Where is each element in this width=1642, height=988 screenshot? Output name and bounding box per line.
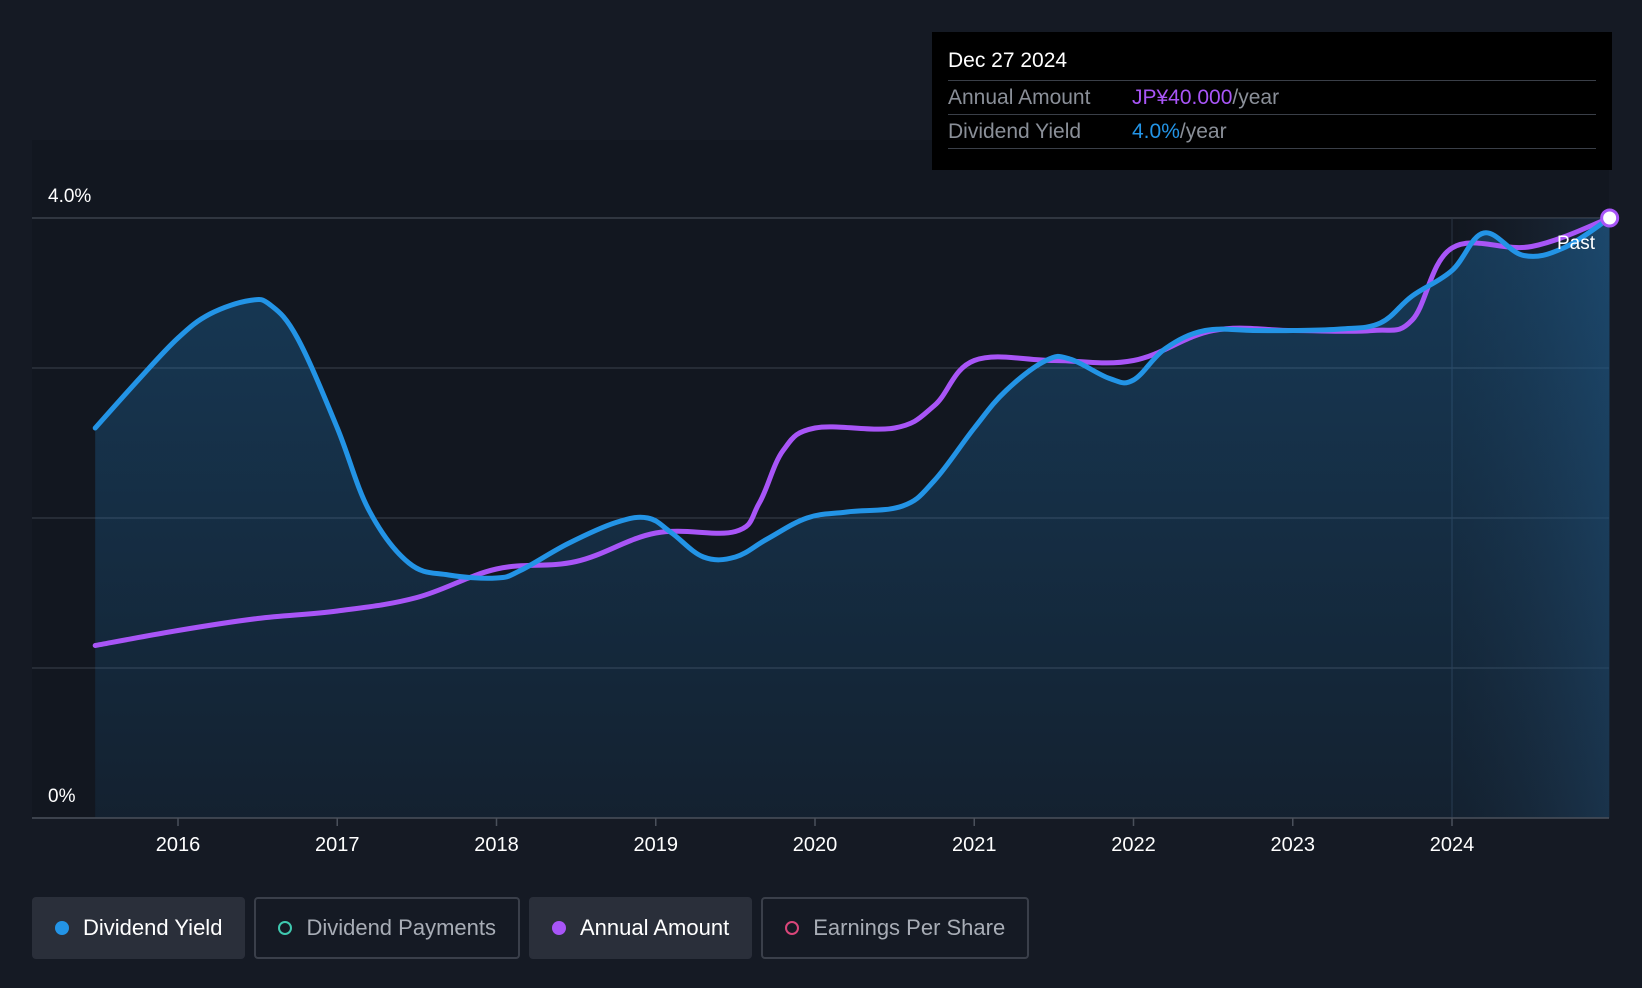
tooltip-yield-value: 4.0% bbox=[1132, 120, 1180, 143]
label-layer: 2016 2017 2018 2019 2020 2021 2022 2023 2024 4.0%… bbox=[48, 186, 1596, 856]
endpoint-marker bbox=[1600, 208, 1620, 228]
tooltip-yield-label: Dividend Yield bbox=[948, 120, 1082, 143]
x-tick-label-2018: 2018 bbox=[474, 834, 519, 856]
x-tick-label-2017: 2017 bbox=[315, 834, 360, 856]
tooltip-annual-row: Annual Amount JP¥40.000 /year bbox=[948, 81, 1596, 115]
legend-annual-amount[interactable]: Annual Amount bbox=[528, 897, 753, 959]
legend-annual-amount-label: Annual Amount bbox=[579, 915, 730, 940]
y-tick-label-4-0pct: 4.0% bbox=[48, 186, 91, 207]
x-tick-label-2021: 2021 bbox=[952, 834, 997, 856]
past-label: Past bbox=[1557, 233, 1596, 254]
dividend-yield-area bbox=[95, 218, 1610, 818]
legend-earnings-per-share-label: Earnings Per Share bbox=[813, 915, 1006, 940]
legend-dividend-payments[interactable]: Dividend Payments bbox=[254, 897, 520, 959]
tooltip-yield-suffix: /year bbox=[1179, 120, 1227, 143]
series-lines bbox=[92, 208, 1620, 648]
legend-earnings-per-share[interactable]: Earnings Per Share bbox=[761, 897, 1030, 959]
x-tick-label-2022: 2022 bbox=[1111, 834, 1156, 856]
y-tick-label-0pct: 0% bbox=[48, 786, 76, 807]
annual-amount-line bbox=[92, 215, 1613, 648]
legend-dividend-yield[interactable]: Dividend Yield bbox=[32, 897, 246, 959]
legend-dividend-yield-dot bbox=[55, 921, 69, 935]
tooltip: Dec 27 2024 Annual Amount JP¥40.000 /yea… bbox=[932, 32, 1612, 170]
x-tick-label-2019: 2019 bbox=[634, 834, 679, 856]
legend-earnings-per-share-dot bbox=[785, 921, 800, 935]
yield-area bbox=[95, 218, 1610, 818]
legend: Dividend Yield Dividend Payments Annual … bbox=[32, 897, 1030, 961]
axis-layer bbox=[32, 817, 1609, 826]
x-tick-label-2016: 2016 bbox=[156, 834, 201, 856]
legend-dividend-payments-dot bbox=[278, 921, 293, 935]
tooltip-yield-row: Dividend Yield 4.0% /year bbox=[948, 115, 1596, 149]
legend-annual-amount-dot bbox=[551, 921, 566, 935]
tooltip-annual-suffix: /year bbox=[1232, 86, 1280, 109]
legend-dividend-payments-label: Dividend Payments bbox=[306, 915, 496, 940]
tooltip-annual-value: JP¥40.000 bbox=[1132, 86, 1233, 109]
x-tick-label-2023: 2023 bbox=[1271, 834, 1316, 856]
tooltip-date: Dec 27 2024 bbox=[948, 46, 1596, 81]
legend-dividend-yield-label: Dividend Yield bbox=[83, 915, 223, 940]
x-tick-label-2024: 2024 bbox=[1430, 834, 1475, 856]
dividend-yield-line bbox=[92, 215, 1613, 581]
x-tick-label-2020: 2020 bbox=[793, 834, 838, 856]
tooltip-annual-label: Annual Amount bbox=[948, 86, 1091, 109]
